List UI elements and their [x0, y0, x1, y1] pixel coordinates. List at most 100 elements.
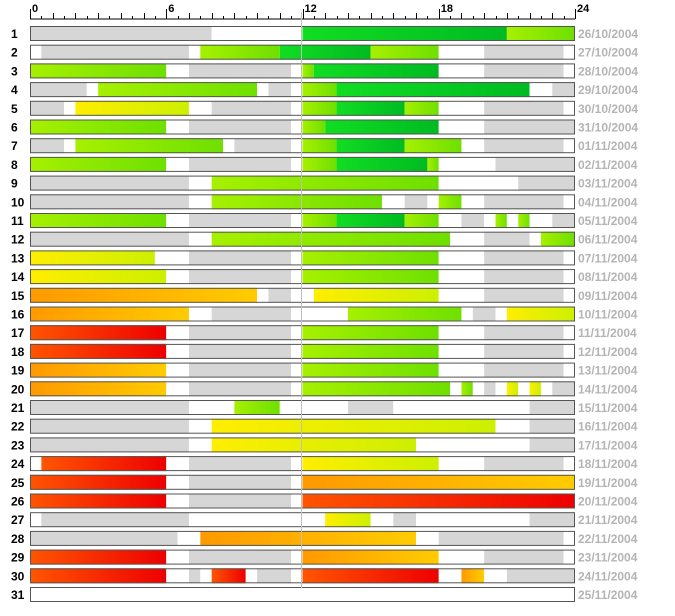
segment-grey — [484, 250, 564, 266]
segment-white — [461, 306, 473, 322]
segment-grey — [211, 100, 292, 116]
row-date: 21/11/2004 — [578, 513, 638, 527]
day-rows: 1 26/10/2004 2 27/10/2004 3 28/10/2004 4 29/10/… — [11, 26, 638, 602]
segment-white — [291, 100, 303, 116]
segment-red — [30, 325, 167, 341]
row-date: 16/11/2004 — [578, 420, 638, 434]
row-frame — [30, 474, 575, 490]
segment-white — [540, 381, 553, 397]
segment-grey — [188, 156, 292, 172]
day-row: 17 11/11/2004 — [11, 325, 637, 341]
row-date: 22/11/2004 — [578, 532, 638, 546]
row-number: 16 — [11, 308, 25, 322]
segment-orange — [302, 549, 439, 565]
segment-white — [438, 325, 485, 341]
segment-white — [302, 287, 314, 303]
tick-label: 24 — [577, 3, 590, 15]
segment-white — [529, 82, 553, 98]
segment-light-green — [302, 381, 451, 397]
segment-grey — [188, 493, 292, 509]
segment-red — [30, 568, 167, 584]
segment-green — [336, 213, 405, 228]
segment-white — [188, 512, 326, 528]
segment-grey — [30, 530, 178, 546]
row-frame — [30, 306, 575, 322]
segment-light-green — [75, 138, 224, 154]
segment-white — [188, 231, 212, 247]
segment-white — [438, 250, 485, 266]
day-row: 29 23/11/2004 — [11, 549, 638, 565]
segment-light-green — [540, 231, 575, 247]
segment-yellow — [506, 381, 519, 397]
segment-white — [416, 437, 530, 453]
row-number: 5 — [11, 102, 18, 116]
segment-grey — [188, 325, 292, 341]
segment-white — [529, 213, 553, 228]
day-row: 7 01/11/2004 — [11, 138, 638, 154]
day-row: 3 28/10/2004 — [11, 63, 638, 79]
segment-white — [291, 82, 303, 98]
row-frame — [30, 82, 575, 98]
segment-yellow — [506, 306, 575, 322]
segment-grey — [30, 418, 189, 434]
time-axis: 0 6 12 18 24 — [30, 3, 590, 20]
day-row: 11 05/11/2004 — [11, 213, 638, 228]
segment-grey — [552, 381, 575, 397]
segment-white — [291, 568, 303, 584]
segment-white — [188, 175, 212, 191]
segment-white — [461, 194, 485, 210]
segment-yellow — [302, 456, 439, 472]
segment-white — [166, 63, 189, 79]
row-frame — [30, 530, 575, 546]
segment-white — [438, 100, 485, 116]
segment-white — [563, 138, 575, 154]
row-frame — [30, 549, 575, 565]
day-row: 20 14/11/2004 — [11, 381, 638, 397]
segment-light-green — [302, 213, 337, 228]
row-date: 13/11/2004 — [578, 364, 638, 378]
segment-light-green — [302, 63, 314, 79]
segment-green — [325, 119, 439, 135]
row-number: 10 — [11, 195, 25, 209]
segment-white — [518, 381, 530, 397]
segment-light-green — [211, 194, 382, 210]
row-frame — [30, 587, 575, 602]
segment-red — [41, 456, 167, 472]
segment-white — [461, 138, 485, 154]
segment-white — [30, 587, 575, 602]
segment-white — [188, 194, 212, 210]
day-row: 13 07/11/2004 — [11, 250, 638, 266]
segment-grey — [188, 456, 292, 472]
row-frame — [30, 231, 575, 247]
row-date: 17/11/2004 — [578, 438, 638, 452]
segment-yellow — [325, 512, 371, 528]
row-date: 19/11/2004 — [578, 476, 638, 490]
segment-white — [416, 530, 439, 546]
segment-white — [438, 213, 462, 228]
row-frame — [30, 456, 575, 472]
segment-white — [563, 362, 575, 378]
row-number: 24 — [11, 457, 25, 471]
segment-light-green — [302, 250, 439, 266]
segment-light-green — [30, 119, 167, 135]
segment-grey — [188, 119, 292, 135]
row-number: 23 — [11, 438, 25, 452]
row-number: 25 — [11, 476, 25, 490]
row-frame — [30, 418, 575, 434]
day-row: 14 08/11/2004 — [11, 269, 638, 285]
segment-grey — [30, 175, 189, 191]
row-date: 10/11/2004 — [578, 308, 638, 322]
segment-red — [30, 549, 167, 565]
segment-white — [166, 119, 189, 135]
row-date: 05/11/2004 — [578, 214, 638, 228]
segment-orange — [302, 474, 575, 490]
day-row: 30 24/11/2004 — [11, 568, 638, 584]
row-frame — [30, 381, 575, 397]
segment-white — [563, 44, 575, 60]
day-row: 9 03/11/2004 — [11, 175, 638, 191]
segment-white — [438, 456, 485, 472]
row-frame — [30, 194, 575, 210]
segment-grey — [188, 250, 292, 266]
segment-white — [166, 269, 189, 285]
segment-white — [177, 530, 201, 546]
